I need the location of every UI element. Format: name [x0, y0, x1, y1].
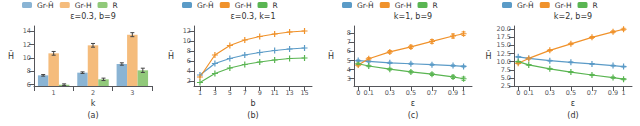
svg-text:8: 8: [347, 29, 351, 37]
svg-text:0.1: 0.1: [364, 89, 374, 97]
svg-text:1: 1: [198, 89, 202, 97]
svg-text:7: 7: [243, 89, 247, 97]
svg-text:10: 10: [183, 37, 191, 45]
svg-text:b: b: [250, 99, 255, 108]
svg-text:1: 1: [462, 89, 466, 97]
svg-text:H̃: H̃: [486, 50, 492, 60]
svg-text:8: 8: [187, 47, 191, 55]
svg-text:11: 11: [271, 89, 279, 97]
svg-text:Gr-H: Gr-H: [555, 1, 572, 10]
svg-text:0.7: 0.7: [587, 89, 597, 97]
svg-text:(c): (c): [408, 111, 419, 120]
svg-text:15.0: 15.0: [497, 41, 511, 49]
svg-text:k=1, b=9: k=1, b=9: [394, 12, 432, 21]
svg-text:0.5: 0.5: [566, 89, 576, 97]
svg-text:0.5: 0.5: [406, 89, 416, 97]
svg-text:R: R: [273, 1, 278, 10]
svg-text:0.3: 0.3: [385, 89, 395, 97]
svg-text:5: 5: [228, 89, 232, 97]
svg-text:Gr-H: Gr-H: [395, 1, 412, 10]
svg-text:1: 1: [52, 89, 56, 97]
svg-text:Gr-Ĥ: Gr-Ĥ: [357, 1, 374, 10]
svg-text:7: 7: [347, 38, 351, 46]
svg-text:5.0: 5.0: [501, 74, 511, 82]
svg-text:2: 2: [91, 89, 95, 97]
svg-text:0.9: 0.9: [448, 89, 458, 97]
svg-text:9: 9: [258, 89, 262, 97]
svg-text:ε=0.3, b=9: ε=0.3, b=9: [70, 12, 116, 21]
svg-text:13: 13: [285, 89, 293, 97]
svg-text:15: 15: [300, 89, 308, 97]
svg-text:R: R: [593, 1, 598, 10]
svg-text:3: 3: [213, 89, 217, 97]
svg-text:0.1: 0.1: [524, 89, 534, 97]
svg-text:2: 2: [187, 77, 191, 85]
svg-text:(b): (b): [247, 111, 258, 120]
svg-text:ε: ε: [571, 99, 575, 108]
svg-text:H̃: H̃: [328, 50, 334, 60]
svg-text:6: 6: [347, 47, 351, 55]
svg-text:2.5: 2.5: [501, 82, 511, 90]
svg-text:Gr-H: Gr-H: [75, 1, 92, 10]
svg-text:12.5: 12.5: [497, 50, 511, 58]
svg-text:1: 1: [622, 89, 626, 97]
svg-text:8: 8: [27, 67, 31, 75]
svg-text:0.9: 0.9: [608, 89, 618, 97]
svg-text:Gr-Ĥ: Gr-Ĥ: [37, 1, 54, 10]
svg-text:0: 0: [516, 89, 520, 97]
svg-text:0: 0: [356, 89, 360, 97]
svg-text:4: 4: [347, 66, 351, 74]
svg-text:0.3: 0.3: [545, 89, 555, 97]
svg-text:12: 12: [183, 27, 191, 35]
svg-text:(d): (d): [567, 111, 578, 120]
svg-text:10.0: 10.0: [497, 58, 511, 66]
svg-text:17.5: 17.5: [497, 33, 511, 41]
svg-text:10: 10: [23, 54, 31, 62]
svg-text:6: 6: [27, 81, 31, 89]
svg-text:14: 14: [23, 27, 31, 35]
svg-text:4: 4: [187, 67, 191, 75]
svg-text:ε=0.3, k=1: ε=0.3, k=1: [230, 12, 275, 21]
svg-text:R: R: [113, 1, 118, 10]
svg-text:7.5: 7.5: [501, 66, 511, 74]
svg-text:ε: ε: [411, 99, 415, 108]
svg-text:3: 3: [347, 75, 351, 83]
svg-text:k=2, b=9: k=2, b=9: [554, 12, 592, 21]
svg-text:H̃: H̃: [168, 50, 174, 60]
svg-text:Gr-Ĥ: Gr-Ĥ: [517, 1, 534, 10]
svg-text:20.0: 20.0: [497, 25, 511, 33]
svg-text:R: R: [433, 1, 438, 10]
svg-text:12: 12: [23, 41, 31, 49]
svg-text:k: k: [91, 99, 96, 108]
svg-text:6: 6: [187, 57, 191, 65]
svg-text:5: 5: [347, 57, 351, 65]
svg-text:Gr-H: Gr-H: [235, 1, 252, 10]
svg-text:3: 3: [130, 89, 134, 97]
svg-text:(a): (a): [87, 111, 98, 120]
svg-text:H̃: H̃: [8, 50, 14, 60]
svg-text:0.7: 0.7: [427, 89, 437, 97]
svg-text:Gr-Ĥ: Gr-Ĥ: [197, 1, 214, 10]
